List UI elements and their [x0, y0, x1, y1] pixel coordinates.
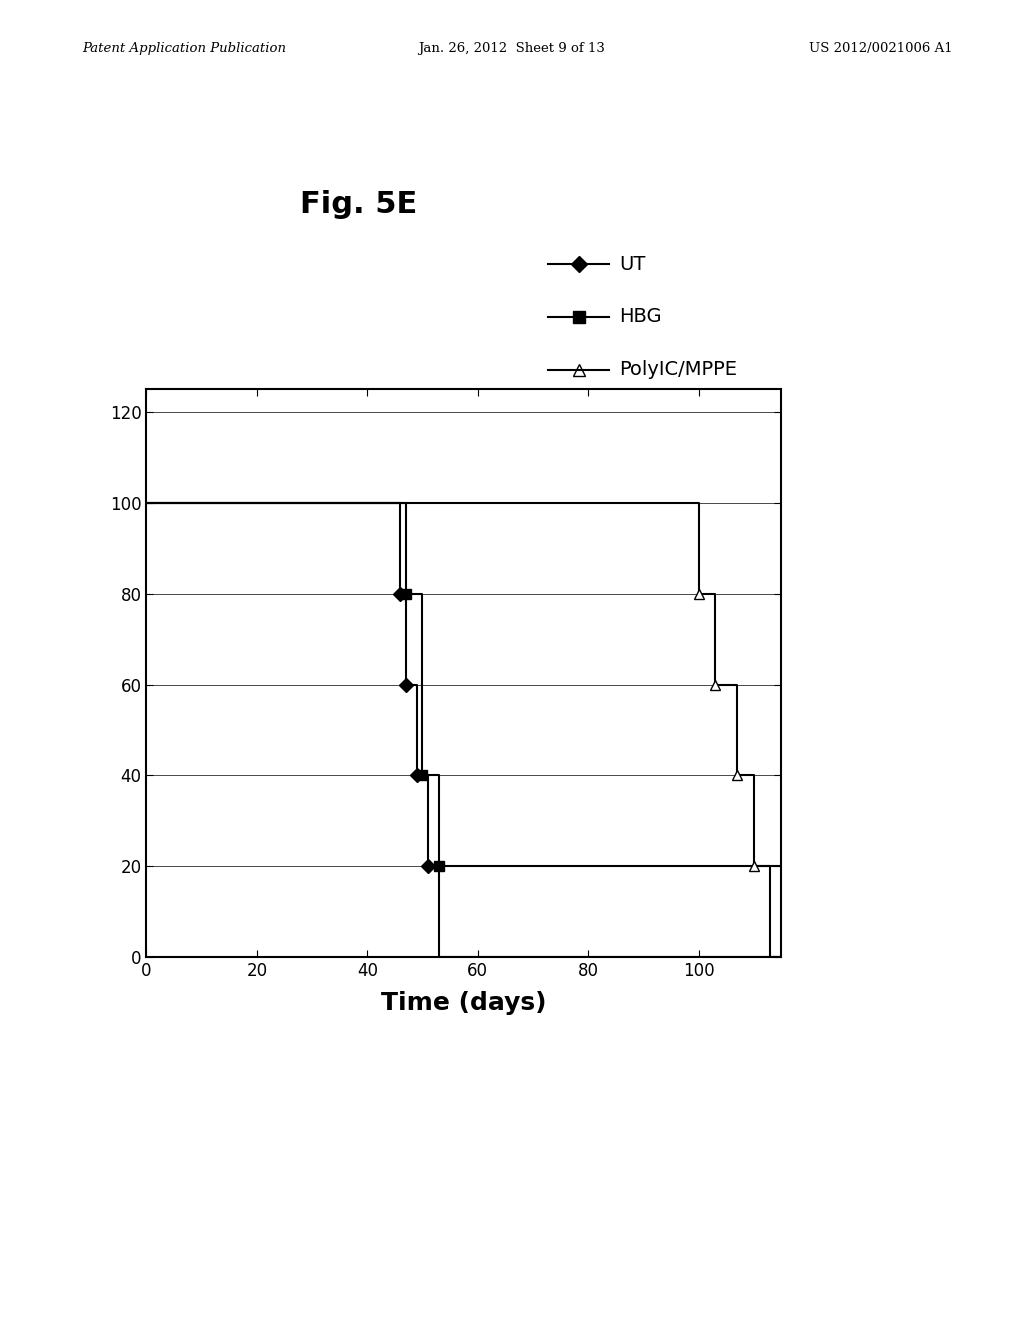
Text: UT: UT	[620, 255, 646, 273]
Text: PolyIC/MPPE: PolyIC/MPPE	[620, 360, 737, 379]
Text: US 2012/0021006 A1: US 2012/0021006 A1	[809, 42, 952, 55]
Text: Fig. 5E: Fig. 5E	[300, 190, 417, 219]
X-axis label: Time (days): Time (days)	[381, 991, 547, 1015]
Text: HBG: HBG	[620, 308, 663, 326]
Text: Jan. 26, 2012  Sheet 9 of 13: Jan. 26, 2012 Sheet 9 of 13	[419, 42, 605, 55]
Text: Patent Application Publication: Patent Application Publication	[82, 42, 286, 55]
